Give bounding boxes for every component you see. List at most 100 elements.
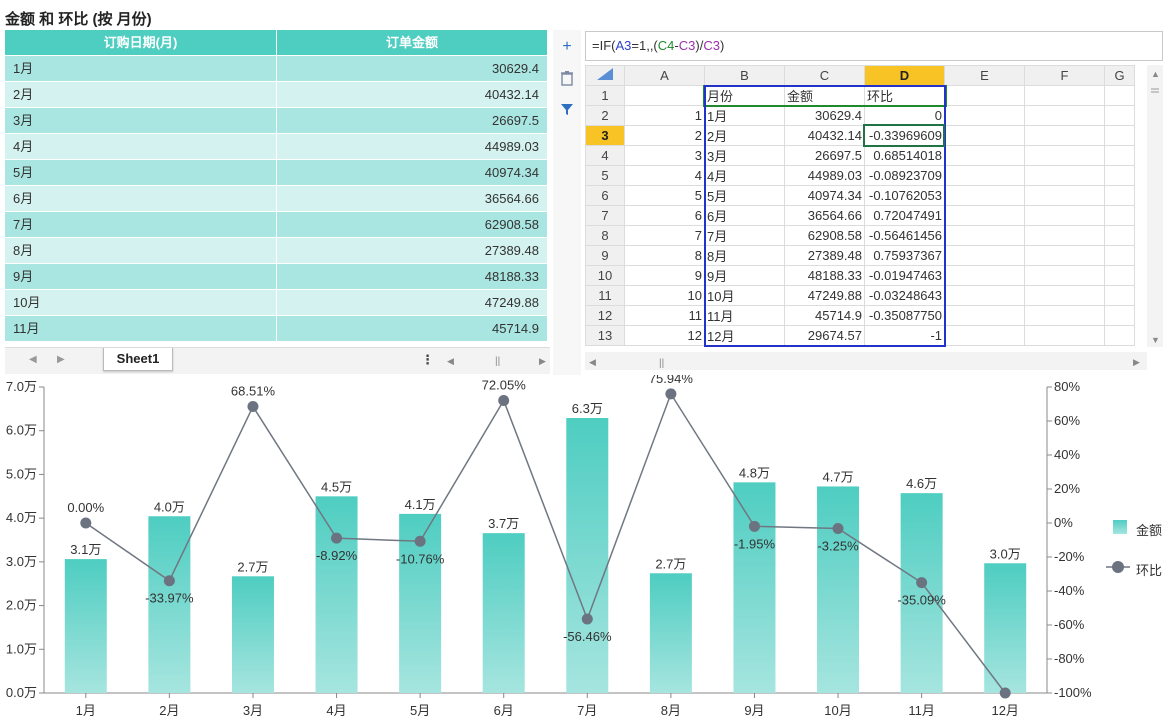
cell-c[interactable]: 29674.57 — [784, 325, 865, 346]
table-row[interactable]: 7月 62908.58 — [5, 212, 548, 238]
row-header[interactable]: 1 — [585, 85, 625, 106]
empty-cell[interactable] — [944, 125, 1025, 146]
cell-a[interactable]: 2 — [624, 125, 705, 146]
empty-cell[interactable] — [944, 245, 1025, 266]
cell-b[interactable]: 12月 — [704, 325, 785, 346]
add-icon[interactable]: + — [562, 38, 572, 55]
empty-cell[interactable] — [944, 105, 1025, 126]
empty-cell[interactable] — [1024, 165, 1105, 186]
cell-d[interactable]: 0.75937367 — [864, 245, 945, 266]
cell-c[interactable]: 40974.34 — [784, 185, 865, 206]
empty-cell[interactable] — [1024, 105, 1105, 126]
table-row[interactable]: 8月 27389.48 — [5, 238, 548, 264]
cell-a[interactable]: 4 — [624, 165, 705, 186]
cell-a[interactable]: 5 — [624, 185, 705, 206]
empty-cell[interactable] — [1104, 145, 1135, 166]
cell-b[interactable]: 5月 — [704, 185, 785, 206]
empty-cell[interactable] — [944, 265, 1025, 286]
empty-cell[interactable] — [1104, 285, 1135, 306]
cell-c[interactable]: 金额 — [784, 85, 865, 106]
row-header[interactable]: 7 — [585, 205, 625, 226]
row-header[interactable]: 3 — [585, 125, 625, 146]
empty-cell[interactable] — [1024, 85, 1105, 106]
cell-d[interactable]: -0.01947463 — [864, 265, 945, 286]
empty-cell[interactable] — [1104, 245, 1135, 266]
row-header[interactable]: 10 — [585, 265, 625, 286]
legend-item-mom[interactable]: 环比 — [1106, 558, 1166, 578]
cell-d[interactable]: 0 — [864, 105, 945, 126]
formula-bar[interactable]: =IF(A3=1,,(C4-C3)/C3) — [585, 31, 1163, 61]
cell-b[interactable]: 4月 — [704, 165, 785, 186]
column-header[interactable]: G — [1104, 65, 1135, 86]
more-icon[interactable]: ⋮ — [421, 352, 434, 367]
table-row[interactable]: 5月 40974.34 — [5, 160, 548, 186]
cell-b[interactable]: 8月 — [704, 245, 785, 266]
sheet-tab[interactable]: Sheet1 — [103, 348, 173, 371]
empty-cell[interactable] — [944, 285, 1025, 306]
cell-d[interactable]: -0.03248643 — [864, 285, 945, 306]
empty-cell[interactable] — [1104, 205, 1135, 226]
column-header[interactable]: C — [784, 65, 865, 86]
empty-cell[interactable] — [1024, 125, 1105, 146]
row-header[interactable]: 8 — [585, 225, 625, 246]
empty-cell[interactable] — [944, 225, 1025, 246]
cell-d[interactable]: 0.72047491 — [864, 205, 945, 226]
empty-cell[interactable] — [944, 85, 1025, 106]
empty-cell[interactable] — [1104, 265, 1135, 286]
cell-b[interactable]: 6月 — [704, 205, 785, 226]
column-header[interactable]: B — [704, 65, 785, 86]
cell-c[interactable]: 62908.58 — [784, 225, 865, 246]
sheet-prev-icon[interactable]: ◀ — [29, 354, 37, 365]
delete-icon[interactable] — [558, 70, 576, 88]
cell-b[interactable]: 2月 — [704, 125, 785, 146]
cell-b[interactable]: 月份 — [704, 85, 785, 106]
row-header[interactable]: 4 — [585, 145, 625, 166]
cell-c[interactable]: 36564.66 — [784, 205, 865, 226]
column-header-order-month[interactable]: 订购日期(月) — [5, 30, 277, 56]
row-header[interactable]: 13 — [585, 325, 625, 346]
horizontal-scrollbar[interactable]: ◀ || ▶ — [585, 352, 1147, 370]
empty-cell[interactable] — [1104, 165, 1135, 186]
empty-cell[interactable] — [944, 185, 1025, 206]
empty-cell[interactable] — [944, 145, 1025, 166]
filter-icon[interactable] — [558, 102, 576, 120]
cell-b[interactable]: 11月 — [704, 305, 785, 326]
table-row[interactable]: 1月 30629.4 — [5, 56, 548, 82]
row-header[interactable]: 12 — [585, 305, 625, 326]
select-all-corner[interactable] — [585, 65, 625, 86]
empty-cell[interactable] — [1024, 145, 1105, 166]
empty-cell[interactable] — [1024, 265, 1105, 286]
table-row[interactable]: 10月 47249.88 — [5, 290, 548, 316]
row-header[interactable]: 11 — [585, 285, 625, 306]
empty-cell[interactable] — [1024, 325, 1105, 346]
empty-cell[interactable] — [1024, 185, 1105, 206]
cell-c[interactable]: 30629.4 — [784, 105, 865, 126]
cell-d[interactable]: -0.08923709 — [864, 165, 945, 186]
table-row[interactable]: 4月 44989.03 — [5, 134, 548, 160]
cell-c[interactable]: 26697.5 — [784, 145, 865, 166]
cell-d[interactable]: -0.56461456 — [864, 225, 945, 246]
cell-d[interactable]: -0.10762053 — [864, 185, 945, 206]
table-row[interactable]: 3月 26697.5 — [5, 108, 548, 134]
cell-a[interactable]: 6 — [624, 205, 705, 226]
empty-cell[interactable] — [1104, 85, 1135, 106]
cell-c[interactable]: 40432.14 — [784, 125, 865, 146]
empty-cell[interactable] — [1104, 325, 1135, 346]
cell-a[interactable]: 11 — [624, 305, 705, 326]
cell-a[interactable]: 3 — [624, 145, 705, 166]
empty-cell[interactable] — [1104, 125, 1135, 146]
column-header[interactable]: A — [624, 65, 705, 86]
left-horizontal-scrollbar[interactable]: ◀ || ▶ — [443, 351, 549, 369]
row-header[interactable]: 2 — [585, 105, 625, 126]
cell-b[interactable]: 1月 — [704, 105, 785, 126]
cell-a[interactable]: 10 — [624, 285, 705, 306]
cell-b[interactable]: 10月 — [704, 285, 785, 306]
cell-d[interactable]: 环比 — [864, 85, 945, 106]
empty-cell[interactable] — [1024, 305, 1105, 326]
empty-cell[interactable] — [944, 305, 1025, 326]
empty-cell[interactable] — [1104, 105, 1135, 126]
empty-cell[interactable] — [944, 325, 1025, 346]
table-row[interactable]: 6月 36564.66 — [5, 186, 548, 212]
cell-d[interactable]: -0.33969609 — [864, 125, 945, 146]
